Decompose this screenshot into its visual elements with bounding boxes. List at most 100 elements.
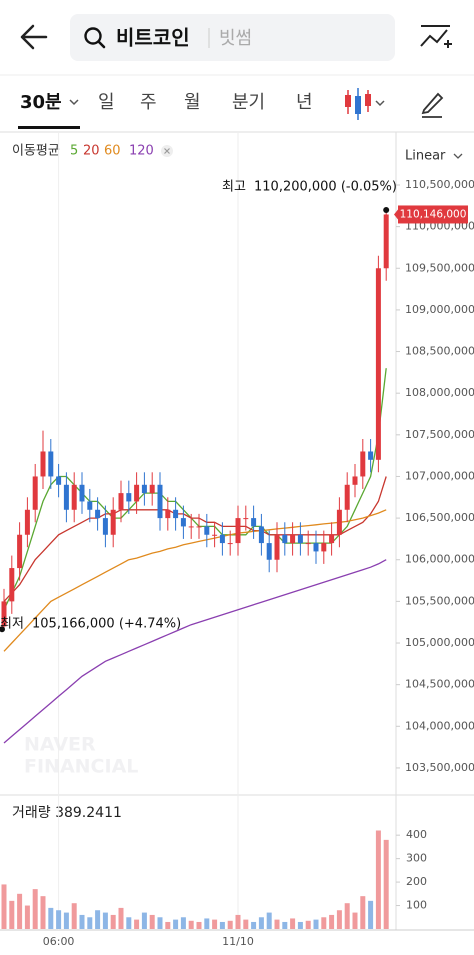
volume-bar	[9, 900, 15, 929]
candle-body	[9, 568, 15, 602]
volume-title: 거래량 389.2411	[12, 805, 122, 821]
candle-body	[149, 484, 155, 494]
volume-bar	[24, 905, 30, 929]
candle-body	[173, 509, 179, 519]
last-price-box	[398, 205, 468, 224]
y-tick-label: 106,500,000	[405, 511, 474, 524]
candle-body	[383, 214, 389, 269]
candle-body	[219, 534, 225, 544]
candle-body	[336, 509, 342, 535]
candle-body	[95, 509, 101, 519]
chart-type-button[interactable]	[345, 88, 385, 120]
volume-bar	[336, 910, 342, 929]
candle-body	[313, 543, 319, 552]
volume-bar	[17, 893, 23, 929]
candle-body	[204, 526, 210, 535]
candle-body	[118, 493, 124, 510]
period-tab[interactable]: 년	[296, 92, 313, 113]
volume-bar	[40, 896, 46, 929]
candle-body	[157, 484, 163, 519]
period-tab[interactable]: 분기	[232, 92, 265, 113]
candle-body	[141, 484, 147, 494]
volume-bar	[102, 912, 108, 929]
volume-bar	[149, 914, 155, 929]
volume-bar	[79, 914, 85, 929]
volume-bar	[180, 917, 186, 929]
candle-body	[212, 534, 218, 536]
candle-body	[1, 601, 7, 627]
volume-bar	[173, 919, 179, 929]
candle-body	[40, 451, 46, 477]
period-tab[interactable]: 주	[140, 92, 157, 113]
candle-body	[352, 476, 358, 485]
search-box[interactable]	[70, 14, 395, 61]
candle-body	[56, 476, 62, 485]
candle-body	[102, 518, 108, 535]
moving-average-line	[3, 509, 387, 652]
volume-bar	[118, 907, 124, 929]
y-tick-label: 105,000,000	[405, 636, 474, 649]
candle-body	[17, 534, 23, 569]
y-tick-label: 108,500,000	[405, 345, 474, 358]
volume-bar	[282, 921, 288, 929]
moving-average-line	[3, 476, 387, 602]
draw-button[interactable]	[421, 92, 444, 118]
candle-body	[227, 543, 233, 545]
last-price-label: 110,146,000	[400, 208, 467, 220]
ma-legend-item: 60	[104, 144, 121, 159]
candle-body	[360, 451, 366, 477]
ma-legend-item: 120	[129, 144, 154, 159]
volume-bar	[71, 903, 77, 929]
volume-bar	[87, 917, 93, 929]
volume-bar	[141, 912, 147, 929]
period-tab[interactable]: 월	[184, 92, 201, 113]
candle-body	[63, 484, 69, 510]
candle-body	[258, 526, 264, 544]
back-button[interactable]	[20, 24, 48, 50]
moving-average-line	[3, 559, 387, 744]
volume-bar	[297, 921, 303, 929]
candle-body	[243, 518, 249, 520]
candle-body	[126, 493, 132, 502]
high-note: 110,200,000 (-0.05%)	[254, 180, 397, 195]
ma-legend-item: 5	[70, 144, 78, 159]
y-tick-label: 106,000,000	[405, 553, 474, 566]
candle-body	[24, 509, 30, 535]
period-tab[interactable]: 30분	[20, 92, 62, 113]
volume-bar	[188, 920, 194, 929]
y-tick-label: 103,500,000	[405, 761, 474, 774]
volume-tick-label: 300	[406, 852, 427, 865]
volume-bar	[32, 889, 38, 929]
volume-bar	[1, 884, 7, 929]
high-dot	[383, 206, 390, 213]
volume-bar	[258, 917, 264, 929]
low-note: 105,166,000 (+4.74%)	[32, 617, 181, 632]
ma-close-button[interactable]	[161, 145, 173, 157]
candle-body	[188, 526, 194, 528]
period-tab[interactable]: 일	[98, 92, 115, 113]
ma-legend-item: 20	[83, 144, 100, 159]
candle-body	[196, 526, 202, 528]
volume-bar	[48, 907, 54, 929]
volume-bar	[235, 914, 241, 929]
candle-body	[329, 534, 335, 544]
volume-bar	[375, 830, 381, 929]
candle-body	[274, 534, 280, 560]
volume-bar	[352, 912, 358, 929]
candle-body	[344, 484, 350, 510]
volume-bar	[344, 903, 350, 929]
volume-bar	[251, 921, 257, 929]
volume-bar	[95, 910, 101, 929]
volume-tick-label: 200	[406, 875, 427, 888]
volume-bar	[56, 910, 62, 929]
search-icon	[84, 27, 106, 49]
y-tick-label: 104,500,000	[405, 678, 474, 691]
y-tick-label: 107,000,000	[405, 469, 474, 482]
candle-body	[87, 501, 93, 510]
watermark: FINANCIAL	[24, 756, 138, 778]
candle-body	[79, 484, 85, 502]
candle-body	[368, 451, 374, 460]
compare-chart-button[interactable]	[420, 25, 452, 48]
scale-select[interactable]: Linear	[405, 149, 446, 164]
ma-legend-title: 이동평균	[12, 144, 60, 159]
